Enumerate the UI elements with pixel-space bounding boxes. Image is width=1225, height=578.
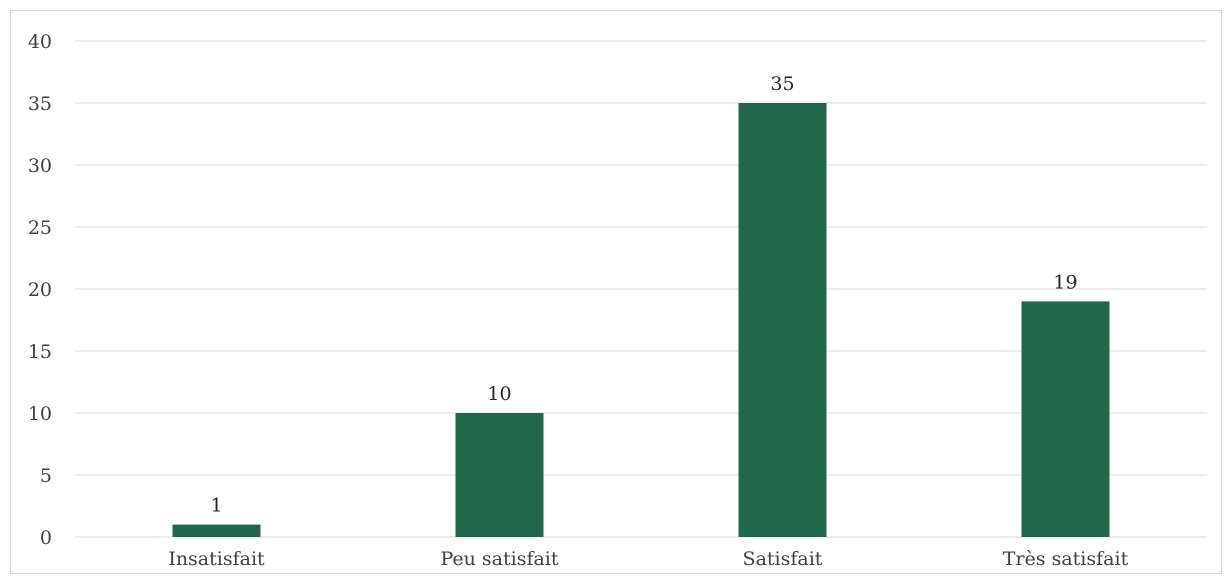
data-label: 19 — [1053, 271, 1077, 293]
y-tick-label: 30 — [28, 155, 52, 177]
bar — [1021, 301, 1110, 537]
y-tick-label: 10 — [28, 403, 52, 425]
y-tick-label: 40 — [28, 31, 52, 53]
x-axis-ticks: Insatisfait Peu satisfait Satisfait Très sa… — [168, 548, 1128, 570]
y-axis-ticks: 0 5 10 15 20 25 30 35 40 — [28, 31, 52, 549]
bar — [738, 103, 827, 537]
data-labels: 1 10 35 19 — [210, 73, 1077, 517]
x-tick-label: Insatisfait — [168, 548, 265, 570]
bars — [172, 103, 1110, 537]
bar — [172, 524, 261, 537]
chart-frame — [10, 10, 1222, 574]
y-tick-label: 35 — [28, 93, 52, 115]
y-tick-label: 20 — [28, 279, 52, 301]
x-tick-label: Satisfait — [743, 548, 823, 570]
data-label: 1 — [210, 495, 222, 517]
bar — [455, 413, 544, 537]
data-label: 10 — [487, 383, 511, 405]
y-tick-label: 15 — [28, 341, 52, 363]
y-tick-label: 5 — [40, 465, 52, 487]
y-tick-label: 0 — [40, 527, 52, 549]
x-tick-label: Peu satisfait — [440, 548, 558, 570]
y-tick-label: 25 — [28, 217, 52, 239]
x-tick-label: Très satisfait — [1003, 548, 1129, 570]
data-label: 35 — [770, 73, 794, 95]
gridlines — [75, 40, 1207, 538]
